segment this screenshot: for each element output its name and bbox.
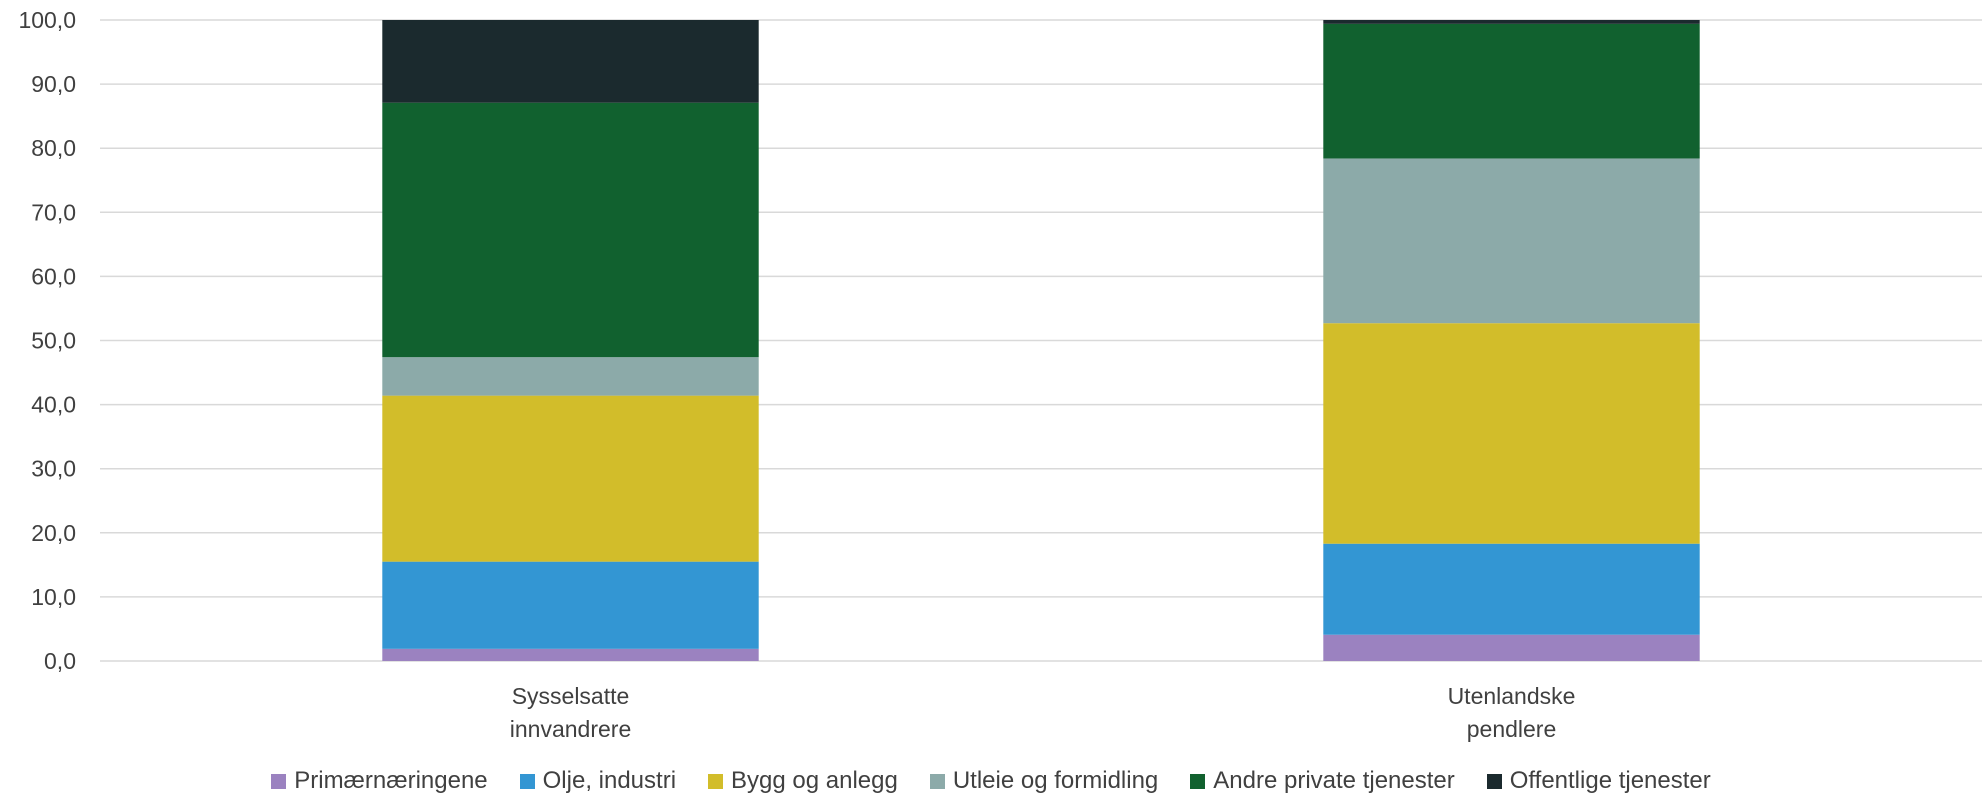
bar-segment xyxy=(382,20,759,103)
legend-item: Bygg og anlegg xyxy=(708,767,898,795)
y-tick-label: 80,0 xyxy=(31,135,76,161)
y-tick-label: 70,0 xyxy=(31,199,76,225)
legend-swatch xyxy=(1190,773,1206,789)
legend-swatch xyxy=(708,773,724,789)
bar-segment xyxy=(382,357,759,396)
x-category-label: Utenlandske xyxy=(1448,683,1576,709)
bar-segment xyxy=(1323,634,1700,661)
legend-label: Bygg og anlegg xyxy=(731,767,898,794)
bar-segment xyxy=(1323,158,1700,324)
y-tick-label: 0,0 xyxy=(44,648,76,674)
y-tick-label: 30,0 xyxy=(31,456,76,482)
x-axis-labels: Sysselsatte innvandrere Utenlandske pendler… xyxy=(510,683,1576,742)
legend-item: Olje, industri xyxy=(519,767,677,795)
legend-swatch xyxy=(929,773,945,789)
bar-segment xyxy=(1323,20,1700,24)
legend-swatch xyxy=(519,773,535,789)
legend-label: Andre private tjenester xyxy=(1213,767,1455,794)
bar-segment xyxy=(1323,23,1700,159)
y-tick-label: 20,0 xyxy=(31,520,76,546)
y-tick-label: 90,0 xyxy=(31,71,76,97)
legend-item: Primærnæringene xyxy=(271,767,488,795)
y-axis-ticks: 0,0 10,0 20,0 30,0 40,0 50,0 60,0 70,0 80,0 90,0 1… xyxy=(18,7,76,674)
y-tick-label: 10,0 xyxy=(31,584,76,610)
stacked-bar-chart: 0,0 10,0 20,0 30,0 40,0 50,0 60,0 70,0 80,0 90,0 1… xyxy=(18,7,1982,742)
bar-segment xyxy=(382,561,759,649)
bar-segment xyxy=(1323,543,1700,635)
y-tick-label: 50,0 xyxy=(31,328,76,354)
bar-segment xyxy=(382,102,759,358)
legend-label: Offentlige tjenester xyxy=(1509,767,1711,794)
y-tick-label: 100,0 xyxy=(18,7,76,33)
legend: Primærnæringene Olje, industri Bygg og anl… xyxy=(0,766,1982,796)
legend-item: Andre private tjenester xyxy=(1190,767,1455,795)
y-tick-label: 40,0 xyxy=(31,392,76,418)
legend-label: Utleie og formidling xyxy=(952,767,1159,794)
bar-segment xyxy=(382,395,759,562)
legend-label: Primærnæringene xyxy=(294,767,488,794)
bar-segment xyxy=(382,648,759,661)
x-category-label: pendlere xyxy=(1467,716,1557,742)
x-category-label: innvandrere xyxy=(510,716,631,742)
x-category-label: Sysselsatte xyxy=(512,683,630,709)
bar-segments xyxy=(382,20,1700,661)
legend-item: Utleie og formidling xyxy=(929,767,1159,795)
legend-label: Olje, industri xyxy=(542,767,677,794)
legend-swatch xyxy=(1486,773,1502,789)
legend-item: Offentlige tjenester xyxy=(1486,767,1711,795)
y-tick-label: 60,0 xyxy=(31,263,76,289)
legend-swatch xyxy=(271,773,287,789)
bar-segment xyxy=(1323,323,1700,544)
